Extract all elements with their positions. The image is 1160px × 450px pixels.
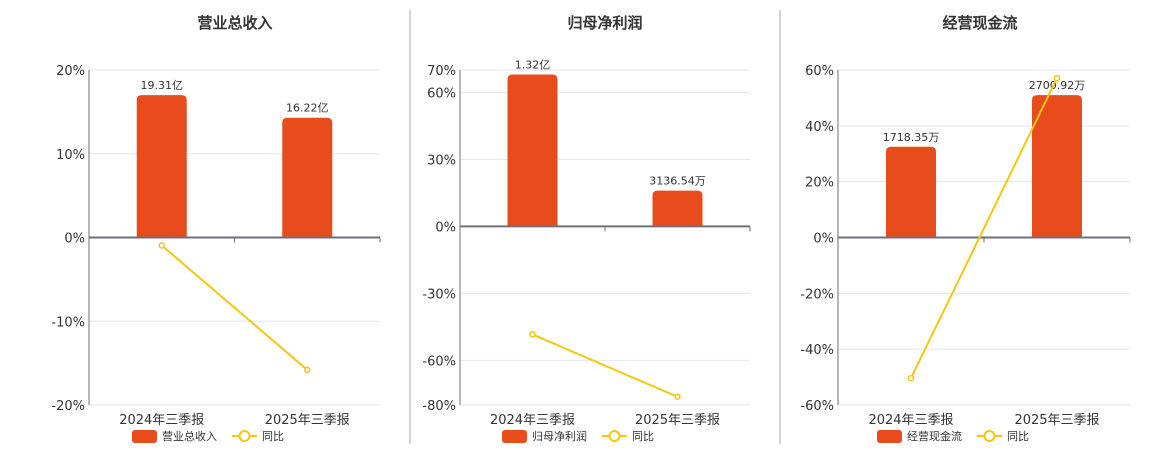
bar bbox=[282, 117, 333, 238]
legend-line-label: 同比 bbox=[262, 430, 284, 443]
chart-2: 归母净利润 -80% -60% -30% 0% 30% 60% 70% 1.32亿 3136.54… bbox=[422, 14, 751, 443]
legend-line-label: 同比 bbox=[632, 430, 654, 443]
y-tick-label: 20% bbox=[56, 64, 85, 79]
chart-1: 营业总收入 -20% -10% 0% 10% 20% 19.31亿 16.22亿 2024年三季… bbox=[51, 14, 381, 443]
y-tick-label: -20% bbox=[51, 399, 85, 414]
y-tick-label: -60% bbox=[800, 399, 834, 414]
y-tick-label: 60% bbox=[805, 64, 834, 79]
bar bbox=[886, 146, 936, 238]
bar bbox=[507, 74, 558, 227]
x-category-label: 2024年三季报 bbox=[490, 413, 575, 428]
yoy-point bbox=[674, 393, 681, 400]
chart-title: 营业总收入 bbox=[197, 14, 272, 32]
y-tick-label: -30% bbox=[422, 287, 456, 302]
legend-line-marker bbox=[983, 430, 996, 442]
x-category-label: 2025年三季报 bbox=[265, 413, 350, 428]
legend-line-marker bbox=[608, 430, 621, 442]
y-tick-label: 0% bbox=[435, 220, 456, 235]
y-tick-label: -10% bbox=[51, 315, 85, 330]
bar-data-label: 1.32亿 bbox=[515, 58, 551, 71]
yoy-point bbox=[304, 366, 311, 374]
x-category-label: 2025年三季报 bbox=[1014, 413, 1099, 428]
bar-data-label: 3136.54万 bbox=[649, 175, 706, 188]
yoy-line bbox=[161, 244, 308, 371]
yoy-point bbox=[529, 331, 536, 338]
y-tick-label: -60% bbox=[422, 354, 456, 369]
yoy-line bbox=[532, 333, 678, 398]
bar bbox=[1032, 95, 1082, 238]
y-tick-label: 30% bbox=[427, 153, 456, 168]
y-tick-label: 70% bbox=[427, 64, 456, 79]
x-category-label: 2024年三季报 bbox=[868, 413, 953, 428]
y-tick-label: 20% bbox=[805, 176, 834, 191]
legend-bar-label: 营业总收入 bbox=[162, 429, 217, 443]
y-tick-label: -80% bbox=[422, 399, 456, 414]
x-category-label: 2025年三季报 bbox=[635, 413, 720, 428]
yoy-point bbox=[907, 374, 915, 382]
x-category-label: 2024年三季报 bbox=[119, 413, 204, 428]
y-tick-label: 10% bbox=[56, 148, 85, 163]
legend-line-marker bbox=[238, 430, 251, 442]
bar-data-label: 19.31亿 bbox=[141, 79, 184, 92]
bar-data-label: 16.22亿 bbox=[286, 102, 329, 115]
bar-data-label: 1718.35万 bbox=[883, 131, 940, 144]
y-tick-label: 60% bbox=[427, 86, 456, 101]
y-tick-label: 0% bbox=[813, 232, 834, 247]
legend-bar-swatch bbox=[877, 430, 902, 443]
y-tick-label: -40% bbox=[800, 343, 834, 358]
yoy-point bbox=[158, 242, 165, 249]
chart-title: 经营现金流 bbox=[942, 14, 1017, 32]
bar bbox=[136, 95, 187, 238]
legend-bar-swatch bbox=[132, 430, 157, 443]
yoy-line bbox=[910, 77, 1058, 379]
bar bbox=[652, 190, 703, 227]
y-tick-label: 40% bbox=[805, 120, 834, 135]
legend-line-label: 同比 bbox=[1007, 430, 1029, 443]
y-tick-label: 0% bbox=[64, 232, 85, 247]
legend-bar-label: 经营现金流 bbox=[907, 429, 962, 443]
legend-bar-swatch bbox=[502, 430, 527, 443]
chart-title: 归母净利润 bbox=[567, 14, 642, 32]
bar-data-label: 2700.92万 bbox=[1029, 79, 1086, 92]
y-tick-label: -20% bbox=[800, 287, 834, 302]
chart-3: 经营现金流 -60% -40% -20% 0% 20% 40% 60% 1718.35万 2700… bbox=[800, 14, 1131, 443]
legend-bar-label: 归母净利润 bbox=[532, 429, 587, 443]
yoy-point bbox=[1053, 74, 1061, 82]
